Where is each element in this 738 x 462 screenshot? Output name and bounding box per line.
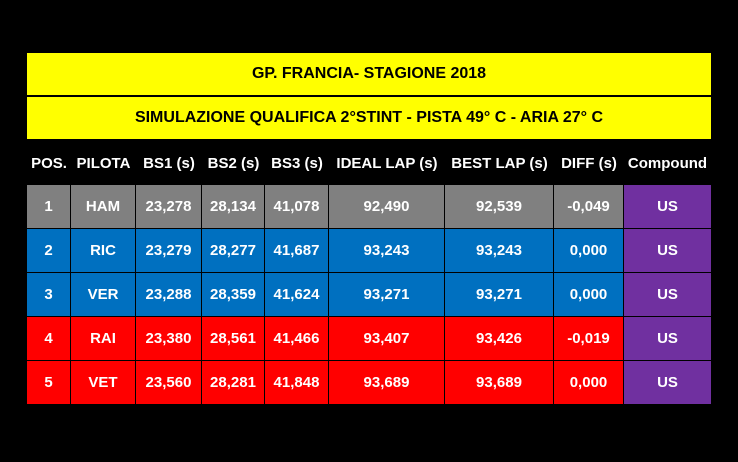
cell-compound: US xyxy=(624,229,711,273)
cell-pos: 4 xyxy=(27,317,71,361)
cell-pilota: RIC xyxy=(71,229,136,273)
cell-bs2: 28,134 xyxy=(202,185,265,229)
header-ideal-lap: IDEAL LAP (s) xyxy=(336,154,438,172)
cell-ideal-lap: 92,490 xyxy=(329,185,445,229)
cell-bs1: 23,279 xyxy=(136,229,202,273)
cell-bs3: 41,687 xyxy=(265,229,329,273)
cell-compound: US xyxy=(624,317,711,361)
cell-bs1: 23,278 xyxy=(136,185,202,229)
cell-best-lap: 93,689 xyxy=(445,361,554,405)
cell-bs3: 41,466 xyxy=(265,317,329,361)
table-row: 3 VER 23,288 28,359 41,624 93,271 93,271… xyxy=(27,273,711,317)
table-row: 4 RAI 23,380 28,561 41,466 93,407 93,426… xyxy=(27,317,711,361)
header-bs3: BS3 (s) xyxy=(271,154,323,172)
cell-pos: 5 xyxy=(27,361,71,405)
table-body: 1 HAM 23,278 28,134 41,078 92,490 92,539… xyxy=(27,185,711,405)
cell-ideal-lap: 93,271 xyxy=(329,273,445,317)
cell-bs3: 41,624 xyxy=(265,273,329,317)
cell-ideal-lap: 93,689 xyxy=(329,361,445,405)
table-title: GP. FRANCIA- STAGIONE 2018 xyxy=(27,53,711,96)
header-bs2: BS2 (s) xyxy=(207,154,260,172)
cell-bs2: 28,281 xyxy=(202,361,265,405)
header-pos: POS. xyxy=(31,154,67,172)
table-row: 5 VET 23,560 28,281 41,848 93,689 93,689… xyxy=(27,361,711,405)
cell-pilota: HAM xyxy=(71,185,136,229)
table-row: 1 HAM 23,278 28,134 41,078 92,490 92,539… xyxy=(27,185,711,229)
cell-compound: US xyxy=(624,185,711,229)
header-diff: DIFF (s) xyxy=(561,154,617,172)
cell-best-lap: 93,271 xyxy=(445,273,554,317)
table-subtitle: SIMULAZIONE QUALIFICA 2°STINT - PISTA 49… xyxy=(27,97,711,139)
cell-pos: 1 xyxy=(27,185,71,229)
cell-pilota: VER xyxy=(71,273,136,317)
cell-best-lap: 92,539 xyxy=(445,185,554,229)
cell-bs2: 28,277 xyxy=(202,229,265,273)
cell-diff: 0,000 xyxy=(554,229,624,273)
cell-pos: 2 xyxy=(27,229,71,273)
table-header: POS. PILOTA BS1 (s) BS2 (s) BS3 (s) IDEA… xyxy=(27,143,711,183)
cell-best-lap: 93,426 xyxy=(445,317,554,361)
cell-best-lap: 93,243 xyxy=(445,229,554,273)
cell-diff: 0,000 xyxy=(554,273,624,317)
cell-bs3: 41,078 xyxy=(265,185,329,229)
cell-bs2: 28,561 xyxy=(202,317,265,361)
cell-bs3: 41,848 xyxy=(265,361,329,405)
cell-bs1: 23,288 xyxy=(136,273,202,317)
cell-ideal-lap: 93,407 xyxy=(329,317,445,361)
cell-compound: US xyxy=(624,273,711,317)
cell-bs1: 23,380 xyxy=(136,317,202,361)
cell-pos: 3 xyxy=(27,273,71,317)
header-pilota: PILOTA xyxy=(76,154,131,172)
cell-pilota: VET xyxy=(71,361,136,405)
header-bs1: BS1 (s) xyxy=(143,154,195,172)
cell-diff: -0,049 xyxy=(554,185,624,229)
cell-bs1: 23,560 xyxy=(136,361,202,405)
cell-bs2: 28,359 xyxy=(202,273,265,317)
cell-compound: US xyxy=(624,361,711,405)
header-compound: Compound xyxy=(627,154,708,172)
cell-diff: -0,019 xyxy=(554,317,624,361)
cell-ideal-lap: 93,243 xyxy=(329,229,445,273)
cell-diff: 0,000 xyxy=(554,361,624,405)
header-best-lap: BEST LAP (s) xyxy=(451,154,548,172)
cell-pilota: RAI xyxy=(71,317,136,361)
table-row: 2 RIC 23,279 28,277 41,687 93,243 93,243… xyxy=(27,229,711,273)
